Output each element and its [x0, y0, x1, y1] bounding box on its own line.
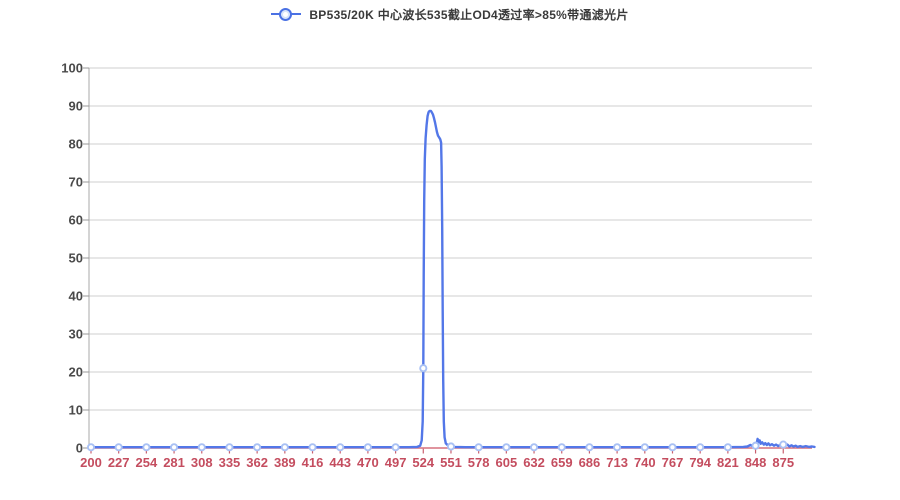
x-axis-label: 632	[523, 455, 545, 470]
data-point-marker	[502, 443, 511, 452]
y-axis-label: 20	[69, 365, 83, 380]
x-axis-label: 308	[191, 455, 213, 470]
data-point-marker	[86, 443, 96, 452]
x-axis-label: 281	[163, 455, 185, 470]
data-point-marker	[474, 443, 483, 452]
data-point-marker	[585, 443, 594, 452]
y-axis-label: 50	[69, 251, 83, 266]
data-point-marker	[668, 443, 677, 452]
data-point-marker	[197, 443, 206, 452]
data-point-marker	[613, 443, 622, 452]
data-point-marker	[391, 443, 400, 452]
data-point-marker	[640, 443, 649, 452]
y-axis-label: 70	[69, 175, 83, 190]
data-point-marker	[308, 443, 317, 452]
x-axis-label: 767	[662, 455, 684, 470]
legend[interactable]: BP535/20K 中心波长535截止OD4透过率>85%带通滤光片	[0, 4, 900, 24]
y-axis-label: 90	[69, 99, 83, 114]
x-axis-label: 551	[440, 455, 462, 470]
series-line	[89, 109, 816, 449]
data-point-marker	[336, 443, 345, 452]
x-axis-label: 794	[689, 455, 711, 470]
data-point-marker	[529, 443, 539, 452]
x-axis-label: 821	[717, 455, 739, 470]
y-axis-label: 40	[69, 289, 83, 304]
data-point-marker	[114, 443, 123, 452]
x-axis-label: 362	[246, 455, 268, 470]
x-axis-label: 524	[412, 455, 434, 470]
data-point-marker	[751, 441, 760, 450]
x-axis-label: 389	[274, 455, 296, 470]
x-axis-label: 848	[745, 455, 767, 470]
legend-marker-dot	[279, 7, 293, 21]
x-axis-label: 686	[579, 455, 601, 470]
y-axis-label: 30	[69, 327, 83, 342]
data-point-marker	[225, 443, 234, 452]
x-axis-label: 659	[551, 455, 573, 470]
x-axis-label: 713	[606, 455, 628, 470]
data-point-marker	[419, 364, 428, 373]
data-point-marker	[142, 443, 151, 452]
data-point-marker	[446, 442, 456, 451]
data-point-marker	[280, 443, 289, 452]
legend-label: BP535/20K 中心波长535截止OD4透过率>85%带通滤光片	[309, 7, 629, 22]
x-axis-label: 254	[136, 455, 158, 470]
x-axis-label: 740	[634, 455, 656, 470]
x-axis-label: 578	[468, 455, 490, 470]
x-axis-label: 605	[495, 455, 517, 470]
data-point-marker	[557, 443, 566, 452]
data-point-marker	[253, 443, 262, 452]
x-axis-label: 416	[302, 455, 324, 470]
legend-line-marker-icon	[271, 7, 302, 21]
data-point-marker	[170, 443, 179, 452]
data-point-marker	[696, 443, 705, 452]
y-axis-label: 60	[69, 213, 83, 228]
data-point-marker	[363, 443, 372, 452]
x-axis-label: 200	[80, 455, 102, 470]
x-axis-label: 443	[329, 455, 351, 470]
x-axis-label: 875	[772, 455, 794, 470]
x-axis-label: 335	[219, 455, 241, 470]
data-point-marker	[723, 443, 732, 452]
x-axis-label: 227	[108, 455, 130, 470]
x-axis-label: 470	[357, 455, 379, 470]
y-axis-label: 80	[69, 137, 83, 152]
y-axis-label: 10	[69, 403, 83, 418]
x-axis-label: 497	[385, 455, 407, 470]
y-axis-label: 100	[61, 61, 83, 76]
y-axis-label: 0	[76, 441, 83, 456]
data-point-marker	[779, 440, 788, 449]
